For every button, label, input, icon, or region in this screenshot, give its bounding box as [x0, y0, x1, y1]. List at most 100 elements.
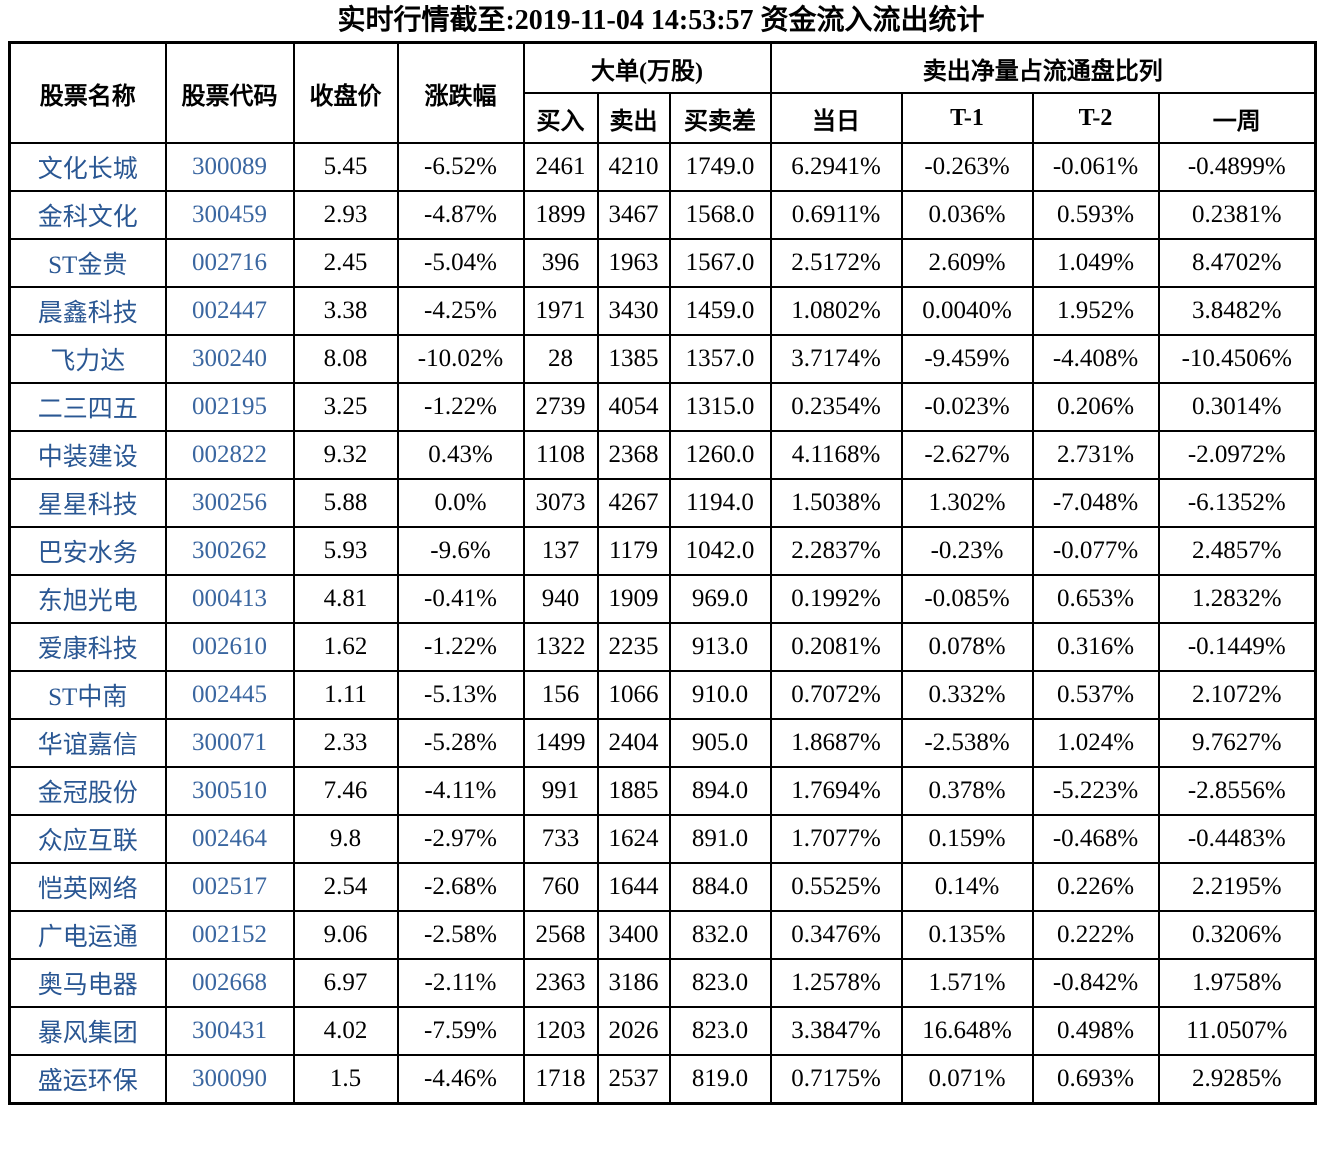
t-minus-1-cell: -2.538% — [900, 718, 1034, 768]
stock-name-cell: 巴安水务 — [8, 526, 167, 576]
week-cell: 0.2381% — [1157, 190, 1317, 240]
t-minus-2-cell: 0.206% — [1031, 382, 1160, 432]
sell-cell: 4210 — [596, 142, 671, 192]
week-cell: 2.9285% — [1157, 1054, 1317, 1105]
table-row: 晨鑫科技 002447 3.38 -4.25% 1971 3430 1459.0 1.0802… — [8, 286, 1317, 336]
stock-code-cell: 300071 — [164, 718, 295, 768]
buy-cell: 2568 — [522, 910, 599, 960]
buy-sell-diff-cell: 819.0 — [668, 1054, 772, 1105]
week-cell: 1.9758% — [1157, 958, 1317, 1008]
week-cell: -0.1449% — [1157, 622, 1317, 672]
close-price-cell: 2.93 — [292, 190, 399, 240]
col-header-sell: 卖出 — [596, 92, 671, 144]
change-pct-cell: -4.46% — [396, 1054, 525, 1105]
buy-sell-diff-cell: 1260.0 — [668, 430, 772, 480]
sell-cell: 4267 — [596, 478, 671, 528]
close-price-cell: 5.93 — [292, 526, 399, 576]
buy-sell-diff-cell: 823.0 — [668, 1006, 772, 1056]
table-row: 暴风集团 300431 4.02 -7.59% 1203 2026 823.0 3.3847%… — [8, 1006, 1317, 1056]
buy-sell-diff-cell: 1568.0 — [668, 190, 772, 240]
change-pct-cell: -5.13% — [396, 670, 525, 720]
table-row: 盛运环保 300090 1.5 -4.46% 1718 2537 819.0 0.7175% 0… — [8, 1054, 1317, 1105]
stock-code-cell: 002517 — [164, 862, 295, 912]
close-price-cell: 9.06 — [292, 910, 399, 960]
close-price-cell: 9.32 — [292, 430, 399, 480]
change-pct-cell: -5.04% — [396, 238, 525, 288]
change-pct-cell: -6.52% — [396, 142, 525, 192]
buy-sell-diff-cell: 969.0 — [668, 574, 772, 624]
stock-name-cell: ST中南 — [8, 670, 167, 720]
buy-sell-diff-cell: 1194.0 — [668, 478, 772, 528]
t-minus-1-cell: -0.263% — [900, 142, 1034, 192]
week-cell: 3.8482% — [1157, 286, 1317, 336]
stock-name-cell: 众应互联 — [8, 814, 167, 864]
stock-code-cell: 300090 — [164, 1054, 295, 1105]
buy-sell-diff-cell: 823.0 — [668, 958, 772, 1008]
buy-cell: 396 — [522, 238, 599, 288]
table-header: 股票名称 股票代码 收盘价 涨跌幅 大单(万股) 卖出净量占流通盘比列 买入 卖… — [8, 41, 1317, 144]
week-cell: 0.3014% — [1157, 382, 1317, 432]
close-price-cell: 5.88 — [292, 478, 399, 528]
buy-cell: 137 — [522, 526, 599, 576]
buy-sell-diff-cell: 1042.0 — [668, 526, 772, 576]
t-minus-1-cell: -0.085% — [900, 574, 1034, 624]
t-minus-2-cell: 0.222% — [1031, 910, 1160, 960]
t-minus-1-cell: 0.135% — [900, 910, 1034, 960]
buy-cell: 1718 — [522, 1054, 599, 1105]
sell-cell: 2404 — [596, 718, 671, 768]
day-cell: 0.3476% — [769, 910, 903, 960]
t-minus-2-cell: 0.226% — [1031, 862, 1160, 912]
sell-cell: 3467 — [596, 190, 671, 240]
buy-cell: 28 — [522, 334, 599, 384]
table-row: ST金贵 002716 2.45 -5.04% 396 1963 1567.0 2.5172%… — [8, 238, 1317, 288]
change-pct-cell: -1.22% — [396, 382, 525, 432]
change-pct-cell: -9.6% — [396, 526, 525, 576]
t-minus-2-cell: 2.731% — [1031, 430, 1160, 480]
t-minus-2-cell: 1.049% — [1031, 238, 1160, 288]
week-cell: 8.4702% — [1157, 238, 1317, 288]
change-pct-cell: -2.58% — [396, 910, 525, 960]
close-price-cell: 4.02 — [292, 1006, 399, 1056]
close-price-cell: 9.8 — [292, 814, 399, 864]
t-minus-2-cell: 0.498% — [1031, 1006, 1160, 1056]
buy-cell: 2739 — [522, 382, 599, 432]
buy-sell-diff-cell: 891.0 — [668, 814, 772, 864]
t-minus-1-cell: 16.648% — [900, 1006, 1034, 1056]
stock-name-cell: 奥马电器 — [8, 958, 167, 1008]
change-pct-cell: -10.02% — [396, 334, 525, 384]
buy-cell: 733 — [522, 814, 599, 864]
stock-code-cell: 002716 — [164, 238, 295, 288]
t-minus-1-cell: -0.23% — [900, 526, 1034, 576]
day-cell: 4.1168% — [769, 430, 903, 480]
day-cell: 1.8687% — [769, 718, 903, 768]
sell-cell: 1644 — [596, 862, 671, 912]
col-header-close-price: 收盘价 — [292, 41, 399, 144]
buy-sell-diff-cell: 894.0 — [668, 766, 772, 816]
buy-cell: 2461 — [522, 142, 599, 192]
stock-name-cell: 中装建设 — [8, 430, 167, 480]
t-minus-2-cell: 0.653% — [1031, 574, 1160, 624]
week-cell: -2.0972% — [1157, 430, 1317, 480]
table-row: 飞力达 300240 8.08 -10.02% 28 1385 1357.0 3.7174% -… — [8, 334, 1317, 384]
t-minus-2-cell: 1.024% — [1031, 718, 1160, 768]
day-cell: 1.5038% — [769, 478, 903, 528]
capital-flow-table: 股票名称 股票代码 收盘价 涨跌幅 大单(万股) 卖出净量占流通盘比列 买入 卖… — [8, 41, 1318, 1105]
stock-name-cell: 爱康科技 — [8, 622, 167, 672]
change-pct-cell: -2.97% — [396, 814, 525, 864]
buy-sell-diff-cell: 1315.0 — [668, 382, 772, 432]
table-row: 星星科技 300256 5.88 0.0% 3073 4267 1194.0 1.5038% 1… — [8, 478, 1317, 528]
buy-cell: 760 — [522, 862, 599, 912]
buy-sell-diff-cell: 1567.0 — [668, 238, 772, 288]
t-minus-2-cell: -0.077% — [1031, 526, 1160, 576]
sell-cell: 2537 — [596, 1054, 671, 1105]
t-minus-1-cell: 2.609% — [900, 238, 1034, 288]
stock-code-cell: 002464 — [164, 814, 295, 864]
t-minus-2-cell: -4.408% — [1031, 334, 1160, 384]
change-pct-cell: -7.59% — [396, 1006, 525, 1056]
col-header-buy-sell-diff: 买卖差 — [668, 92, 772, 144]
table-body: 文化长城 300089 5.45 -6.52% 2461 4210 1749.0 6.2941… — [8, 142, 1317, 1105]
change-pct-cell: 0.0% — [396, 478, 525, 528]
t-minus-1-cell: -0.023% — [900, 382, 1034, 432]
day-cell: 0.5525% — [769, 862, 903, 912]
buy-sell-diff-cell: 832.0 — [668, 910, 772, 960]
